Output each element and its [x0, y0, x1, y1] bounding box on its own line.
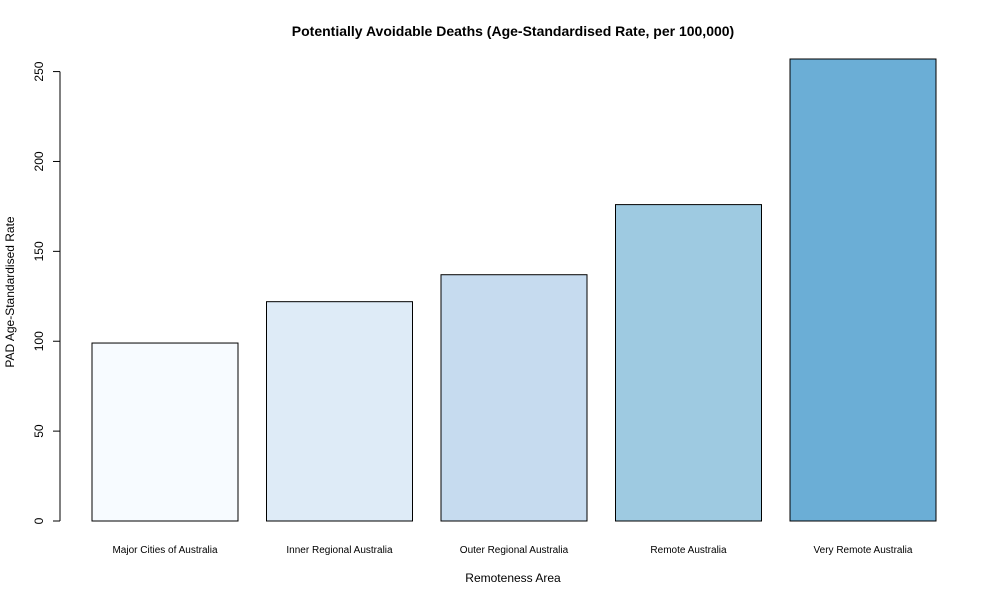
x-axis-labels: Major Cities of Australia Inner Regional … [112, 545, 912, 556]
category-label: Remote Australia [650, 545, 727, 556]
category-label: Inner Regional Australia [286, 545, 393, 556]
category-label: Outer Regional Australia [460, 545, 569, 556]
bar-1 [91, 342, 239, 522]
bar-4 [615, 204, 762, 522]
y-tick-label: 50 [32, 424, 46, 438]
bar-2 [266, 301, 413, 522]
bar-5 [789, 58, 937, 522]
chart-title: Potentially Avoidable Deaths (Age-Standa… [292, 23, 734, 39]
category-label: Very Remote Australia [814, 545, 913, 556]
y-tick-label: 250 [32, 61, 46, 81]
y-tick-label: 0 [32, 517, 46, 524]
x-axis-title: Remoteness Area [465, 571, 561, 585]
category-label: Major Cities of Australia [112, 545, 217, 556]
y-tick-label: 200 [32, 151, 46, 171]
y-axis: 0 50 100 150 200 250 [32, 61, 61, 524]
y-tick-label: 150 [32, 241, 46, 261]
y-axis-title: PAD Age-Standardised Rate [3, 216, 17, 368]
bar-3 [440, 274, 588, 522]
y-tick-label: 100 [32, 331, 46, 351]
bars [91, 58, 937, 522]
